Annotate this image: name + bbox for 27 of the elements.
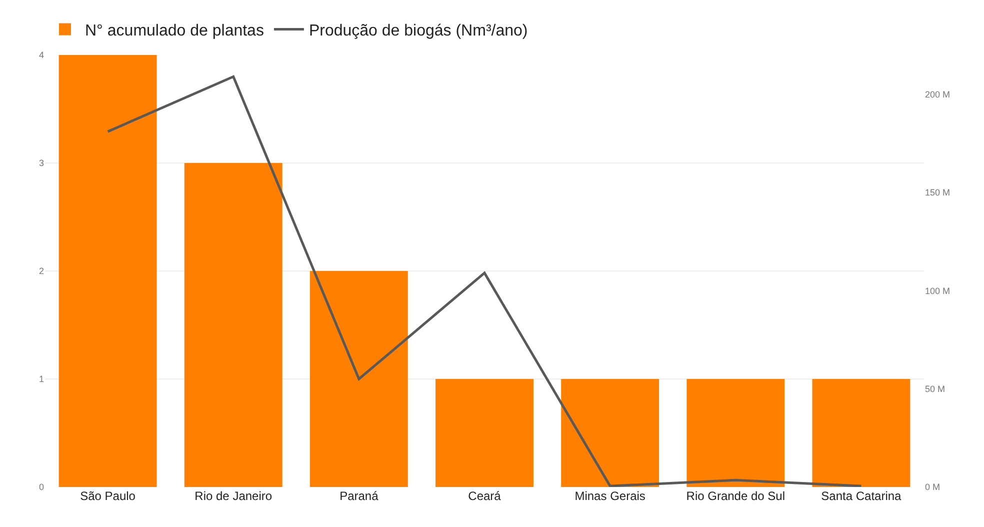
y2-tick-label: 150 M xyxy=(925,188,950,198)
line-series xyxy=(106,75,862,487)
bar xyxy=(58,55,157,487)
x-tick-label: Rio Grande do Sul xyxy=(686,489,786,503)
y2-tick-label: 100 M xyxy=(925,286,950,296)
y-tick-label: 4 xyxy=(38,50,44,60)
x-tick-label: Santa Catarina xyxy=(821,489,902,503)
bar xyxy=(812,379,910,487)
y-tick-label: 3 xyxy=(38,158,44,168)
y-tick-label: 1 xyxy=(38,374,44,384)
y-tick-label: 0 xyxy=(38,482,44,492)
x-tick-label: Rio de Janeiro xyxy=(194,489,272,503)
bar xyxy=(436,379,534,487)
bar xyxy=(184,163,282,487)
x-tick-label: Minas Gerais xyxy=(574,489,646,503)
legend-label: Produção de biogás (Nm³/ano) xyxy=(308,22,528,40)
x-tick-label: Ceará xyxy=(468,489,502,503)
bar xyxy=(310,271,408,487)
y-tick-label: 2 xyxy=(38,266,44,276)
y2-tick-label: 50 M xyxy=(925,384,946,394)
bar xyxy=(686,379,785,487)
x-tick-label: São Paulo xyxy=(80,489,136,503)
x-tick-label: Paraná xyxy=(340,489,379,503)
y2-tick-label: 0 M xyxy=(925,482,940,492)
legend-label: N° acumulado de plantas xyxy=(85,22,264,40)
bar xyxy=(561,379,660,487)
y2-tick-label: 200 M xyxy=(925,89,950,100)
